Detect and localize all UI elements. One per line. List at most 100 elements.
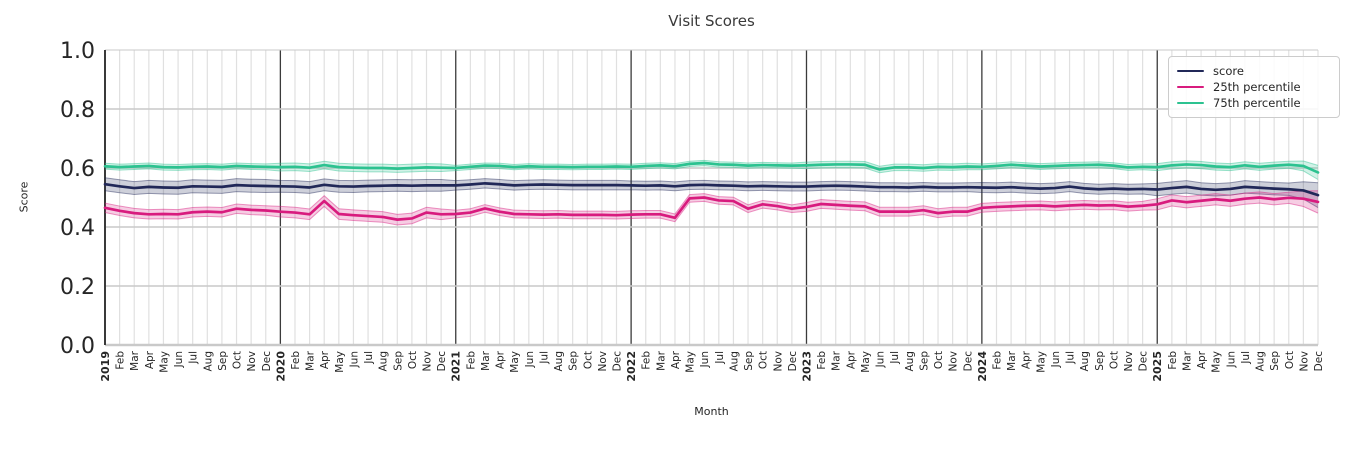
x-tick-label-month: Jun bbox=[1225, 351, 1237, 368]
p75-band-lower-edge bbox=[104, 165, 1319, 180]
x-tick-label-month: Jun bbox=[348, 351, 360, 368]
x-axis-label: Month bbox=[694, 405, 729, 418]
x-tick-label-month: Jul bbox=[538, 351, 550, 365]
x-tick-label-month: Oct bbox=[407, 351, 419, 369]
x-tick-label-month: Mar bbox=[831, 350, 843, 370]
x-tick-label-month: Sep bbox=[1094, 351, 1106, 371]
p25-line bbox=[103, 196, 1320, 221]
x-tick-label-month: Jun bbox=[875, 351, 887, 368]
x-tick-label-month: Nov bbox=[597, 351, 609, 372]
x-tick-label-month: Mar bbox=[129, 350, 141, 370]
x-tick-label-month: Feb bbox=[1167, 351, 1179, 370]
x-tick-label-month: Oct bbox=[933, 351, 945, 369]
x-tick-label-month: Jul bbox=[714, 351, 726, 365]
legend-label: 25th percentile bbox=[1213, 80, 1301, 94]
legend-item-score: score bbox=[1177, 63, 1331, 79]
x-tick-label-month: Jul bbox=[363, 351, 375, 365]
legend-label: 75th percentile bbox=[1213, 96, 1301, 110]
x-tick-label-month: Aug bbox=[728, 351, 740, 372]
y-tick-label: 0.0 bbox=[60, 334, 95, 359]
x-tick-label-month: Sep bbox=[743, 351, 755, 371]
x-tick-label-month: May bbox=[158, 351, 170, 373]
x-tick-label-month: Dec bbox=[1138, 351, 1150, 372]
x-tick-label-month: Mar bbox=[480, 350, 492, 370]
y-tick-label: 0.4 bbox=[60, 216, 95, 241]
x-tick-label-month: Jul bbox=[1240, 351, 1252, 365]
y-tick-label: 0.6 bbox=[60, 157, 95, 182]
x-tick-label-month: Feb bbox=[641, 351, 653, 370]
chart-title: Visit Scores bbox=[668, 12, 755, 30]
x-tick-label-month: Sep bbox=[392, 351, 404, 371]
x-tick-label-month: Apr bbox=[319, 350, 331, 369]
y-tick-label: 1.0 bbox=[60, 39, 95, 64]
x-tick-label-month: Nov bbox=[422, 351, 434, 372]
x-tick-label-year: 2019 bbox=[99, 351, 112, 382]
x-tick-label-month: Oct bbox=[1108, 351, 1120, 369]
y-tick-label: 0.2 bbox=[60, 275, 95, 300]
x-tick-label-month: May bbox=[334, 351, 346, 373]
x-tick-label-month: Oct bbox=[1284, 351, 1296, 369]
x-tick-label-month: Oct bbox=[758, 351, 770, 369]
score-line bbox=[103, 181, 1320, 197]
x-tick-label-month: Feb bbox=[816, 351, 828, 370]
x-tick-label-month: Aug bbox=[202, 351, 214, 372]
x-tick-label-month: Feb bbox=[465, 351, 477, 370]
score-band-lower-edge bbox=[104, 187, 1319, 208]
x-tick-label-month: Dec bbox=[1313, 351, 1325, 372]
x-tick-label-month: Jul bbox=[188, 351, 200, 365]
x-tick-label-month: Feb bbox=[991, 351, 1003, 370]
x-tick-label-month: Mar bbox=[1006, 350, 1018, 370]
x-tick-label-month: Feb bbox=[290, 351, 302, 370]
x-tick-label-month: Feb bbox=[115, 351, 127, 370]
x-tick-label-month: Nov bbox=[1298, 351, 1310, 372]
x-tick-label-year: 2020 bbox=[274, 351, 287, 382]
p25-band-lower-edge bbox=[104, 200, 1319, 226]
p75-line bbox=[103, 161, 1320, 174]
legend: score 25th percentile 75th percentile bbox=[1168, 56, 1340, 118]
x-tick-label-month: Nov bbox=[1123, 351, 1135, 372]
x-tick-label-month: Aug bbox=[553, 351, 565, 372]
x-tick-label-month: Apr bbox=[495, 350, 507, 369]
x-tick-label-month: Nov bbox=[246, 351, 258, 372]
x-tick-label-year: 2022 bbox=[625, 351, 638, 382]
x-tick-label-month: May bbox=[1211, 351, 1223, 373]
x-tick-label-month: Aug bbox=[378, 351, 390, 372]
x-tick-label-month: Sep bbox=[1269, 351, 1281, 371]
x-tick-label-month: May bbox=[685, 351, 697, 373]
x-tick-label-month: Oct bbox=[232, 351, 244, 369]
legend-label: score bbox=[1213, 64, 1244, 78]
x-tick-label-month: Mar bbox=[305, 350, 317, 370]
x-tick-label-month: Sep bbox=[918, 351, 930, 371]
x-tick-label-month: Apr bbox=[144, 350, 156, 369]
x-tick-label-month: Apr bbox=[1021, 350, 1033, 369]
x-tick-label-month: Aug bbox=[1079, 351, 1091, 372]
x-tick-label-month: Apr bbox=[670, 350, 682, 369]
x-tick-label-month: Apr bbox=[1196, 350, 1208, 369]
x-tick-label-month: Dec bbox=[612, 351, 624, 372]
x-tick-label-month: May bbox=[509, 351, 521, 373]
x-tick-label-month: Apr bbox=[845, 350, 857, 369]
legend-item-75th-percentile: 75th percentile bbox=[1177, 95, 1331, 111]
y-tick-label: 0.8 bbox=[60, 98, 95, 123]
x-tick-label-month: Sep bbox=[217, 351, 229, 371]
x-tick-label-year: 2023 bbox=[800, 351, 813, 382]
x-tick-label-month: Dec bbox=[787, 351, 799, 372]
x-tick-label-month: Jun bbox=[699, 351, 711, 368]
x-tick-label-month: Dec bbox=[261, 351, 273, 372]
x-tick-label-month: Dec bbox=[436, 351, 448, 372]
p75-line-swatch bbox=[1177, 101, 1204, 105]
x-tick-label-month: Dec bbox=[962, 351, 974, 372]
x-tick-label-month: Jun bbox=[1050, 351, 1062, 368]
p25-band-upper-edge bbox=[104, 190, 1319, 215]
x-tick-label-month: Nov bbox=[772, 351, 784, 372]
p75-band-upper-edge bbox=[104, 159, 1319, 167]
p25-band bbox=[105, 190, 1318, 225]
score-line-swatch bbox=[1177, 69, 1204, 73]
x-tick-label-month: Oct bbox=[582, 351, 594, 369]
x-tick-label-year: 2025 bbox=[1151, 351, 1164, 382]
x-tick-label-month: Sep bbox=[568, 351, 580, 371]
p25-line-swatch bbox=[1177, 85, 1204, 89]
x-tick-label-month: May bbox=[860, 351, 872, 373]
